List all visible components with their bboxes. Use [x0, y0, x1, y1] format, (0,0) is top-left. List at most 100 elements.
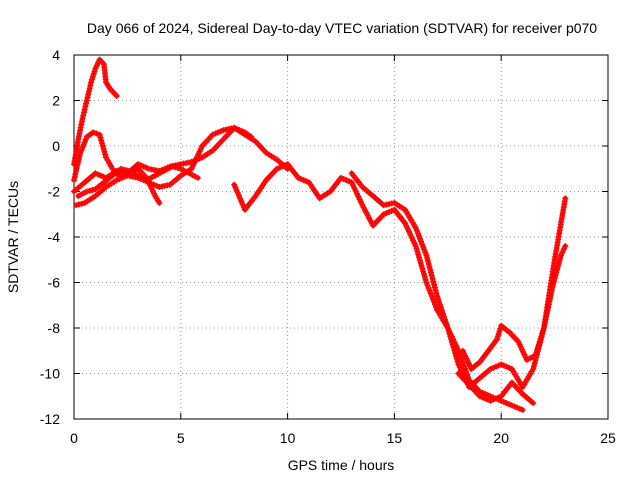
data-point	[364, 212, 371, 219]
data-point	[417, 259, 424, 266]
data-point	[408, 234, 415, 241]
data-point	[220, 127, 227, 134]
data-point	[95, 59, 102, 66]
data-point	[452, 350, 459, 357]
data-point	[426, 287, 433, 294]
data-point	[80, 109, 87, 116]
data-point	[194, 174, 201, 181]
data-point	[422, 276, 429, 283]
series-track-9	[455, 370, 537, 407]
data-point	[542, 316, 549, 323]
data-point	[90, 71, 97, 78]
data-point	[437, 301, 444, 308]
data-point	[225, 125, 232, 132]
data-point	[419, 265, 426, 272]
data-point	[551, 275, 558, 282]
data-point	[233, 125, 240, 132]
data-point	[355, 193, 362, 200]
data-point	[239, 128, 246, 135]
data-point	[191, 160, 198, 167]
data-point	[413, 227, 420, 234]
data-point	[78, 121, 85, 128]
data-point	[557, 255, 564, 262]
x-tick-label: 5	[177, 430, 185, 446]
data-point	[235, 192, 242, 199]
data-point	[449, 341, 456, 348]
data-point	[508, 402, 515, 409]
data-point	[346, 178, 353, 185]
data-point	[383, 201, 390, 208]
data-point	[75, 133, 82, 140]
data-point	[444, 325, 451, 331]
data-point	[80, 141, 87, 148]
data-point	[121, 173, 128, 180]
data-point	[113, 177, 120, 184]
data-point	[412, 224, 419, 231]
data-point	[81, 139, 88, 146]
data-point	[89, 186, 96, 193]
data-point	[415, 233, 422, 240]
data-point	[82, 136, 89, 143]
data-point	[99, 140, 106, 147]
data-point	[418, 262, 425, 269]
axis-ticks: 0 5 10 15 20 25 -12 -10 -8 -6 -4 -2 0 2 4	[40, 47, 616, 446]
data-point	[380, 211, 387, 218]
data-point	[223, 126, 230, 133]
data-point	[192, 157, 199, 164]
y-tick-label: 4	[52, 47, 60, 63]
y-tick-label: -8	[48, 320, 61, 336]
data-point	[420, 271, 427, 278]
data-point	[538, 333, 545, 340]
data-point	[443, 322, 450, 329]
data-point	[150, 190, 157, 197]
data-point	[557, 221, 564, 228]
data-point	[75, 155, 82, 162]
data-point	[411, 240, 418, 247]
data-point	[366, 214, 373, 221]
data-point	[544, 307, 551, 314]
data-point	[196, 148, 203, 155]
data-point	[352, 187, 359, 194]
data-point	[248, 133, 255, 140]
data-point	[73, 164, 80, 171]
data-point	[338, 174, 344, 181]
data-point	[100, 145, 107, 152]
data-point	[433, 304, 440, 311]
data-point	[545, 304, 552, 311]
data-point	[340, 175, 347, 182]
data-point	[153, 182, 160, 189]
data-point	[423, 279, 430, 286]
data-point	[448, 336, 455, 343]
data-point	[434, 293, 441, 300]
data-point	[413, 245, 420, 252]
data-point	[101, 148, 108, 155]
data-point	[556, 230, 563, 237]
data-point	[77, 149, 84, 156]
y-axis-title: SDTVAR / TECUs	[5, 181, 21, 293]
data-point	[545, 301, 552, 308]
x-tick-label: 15	[387, 430, 403, 446]
data-point	[195, 151, 202, 158]
data-point	[562, 243, 569, 250]
data-point	[74, 139, 81, 146]
data-point	[78, 200, 85, 207]
data-point	[83, 100, 90, 107]
data-point	[236, 127, 243, 134]
data-point	[360, 204, 367, 211]
data-point	[359, 202, 366, 209]
data-point	[416, 254, 423, 261]
data-point	[85, 88, 92, 95]
data-point	[188, 165, 195, 172]
data-point	[83, 188, 90, 195]
data-point	[414, 230, 421, 237]
data-point	[84, 94, 91, 101]
data-point	[554, 242, 561, 249]
data-point	[551, 256, 558, 263]
gridlines	[74, 55, 608, 419]
data-point	[75, 158, 82, 165]
data-point	[492, 395, 499, 402]
data-point	[514, 404, 521, 411]
data-point	[73, 148, 80, 155]
data-point	[74, 142, 81, 149]
